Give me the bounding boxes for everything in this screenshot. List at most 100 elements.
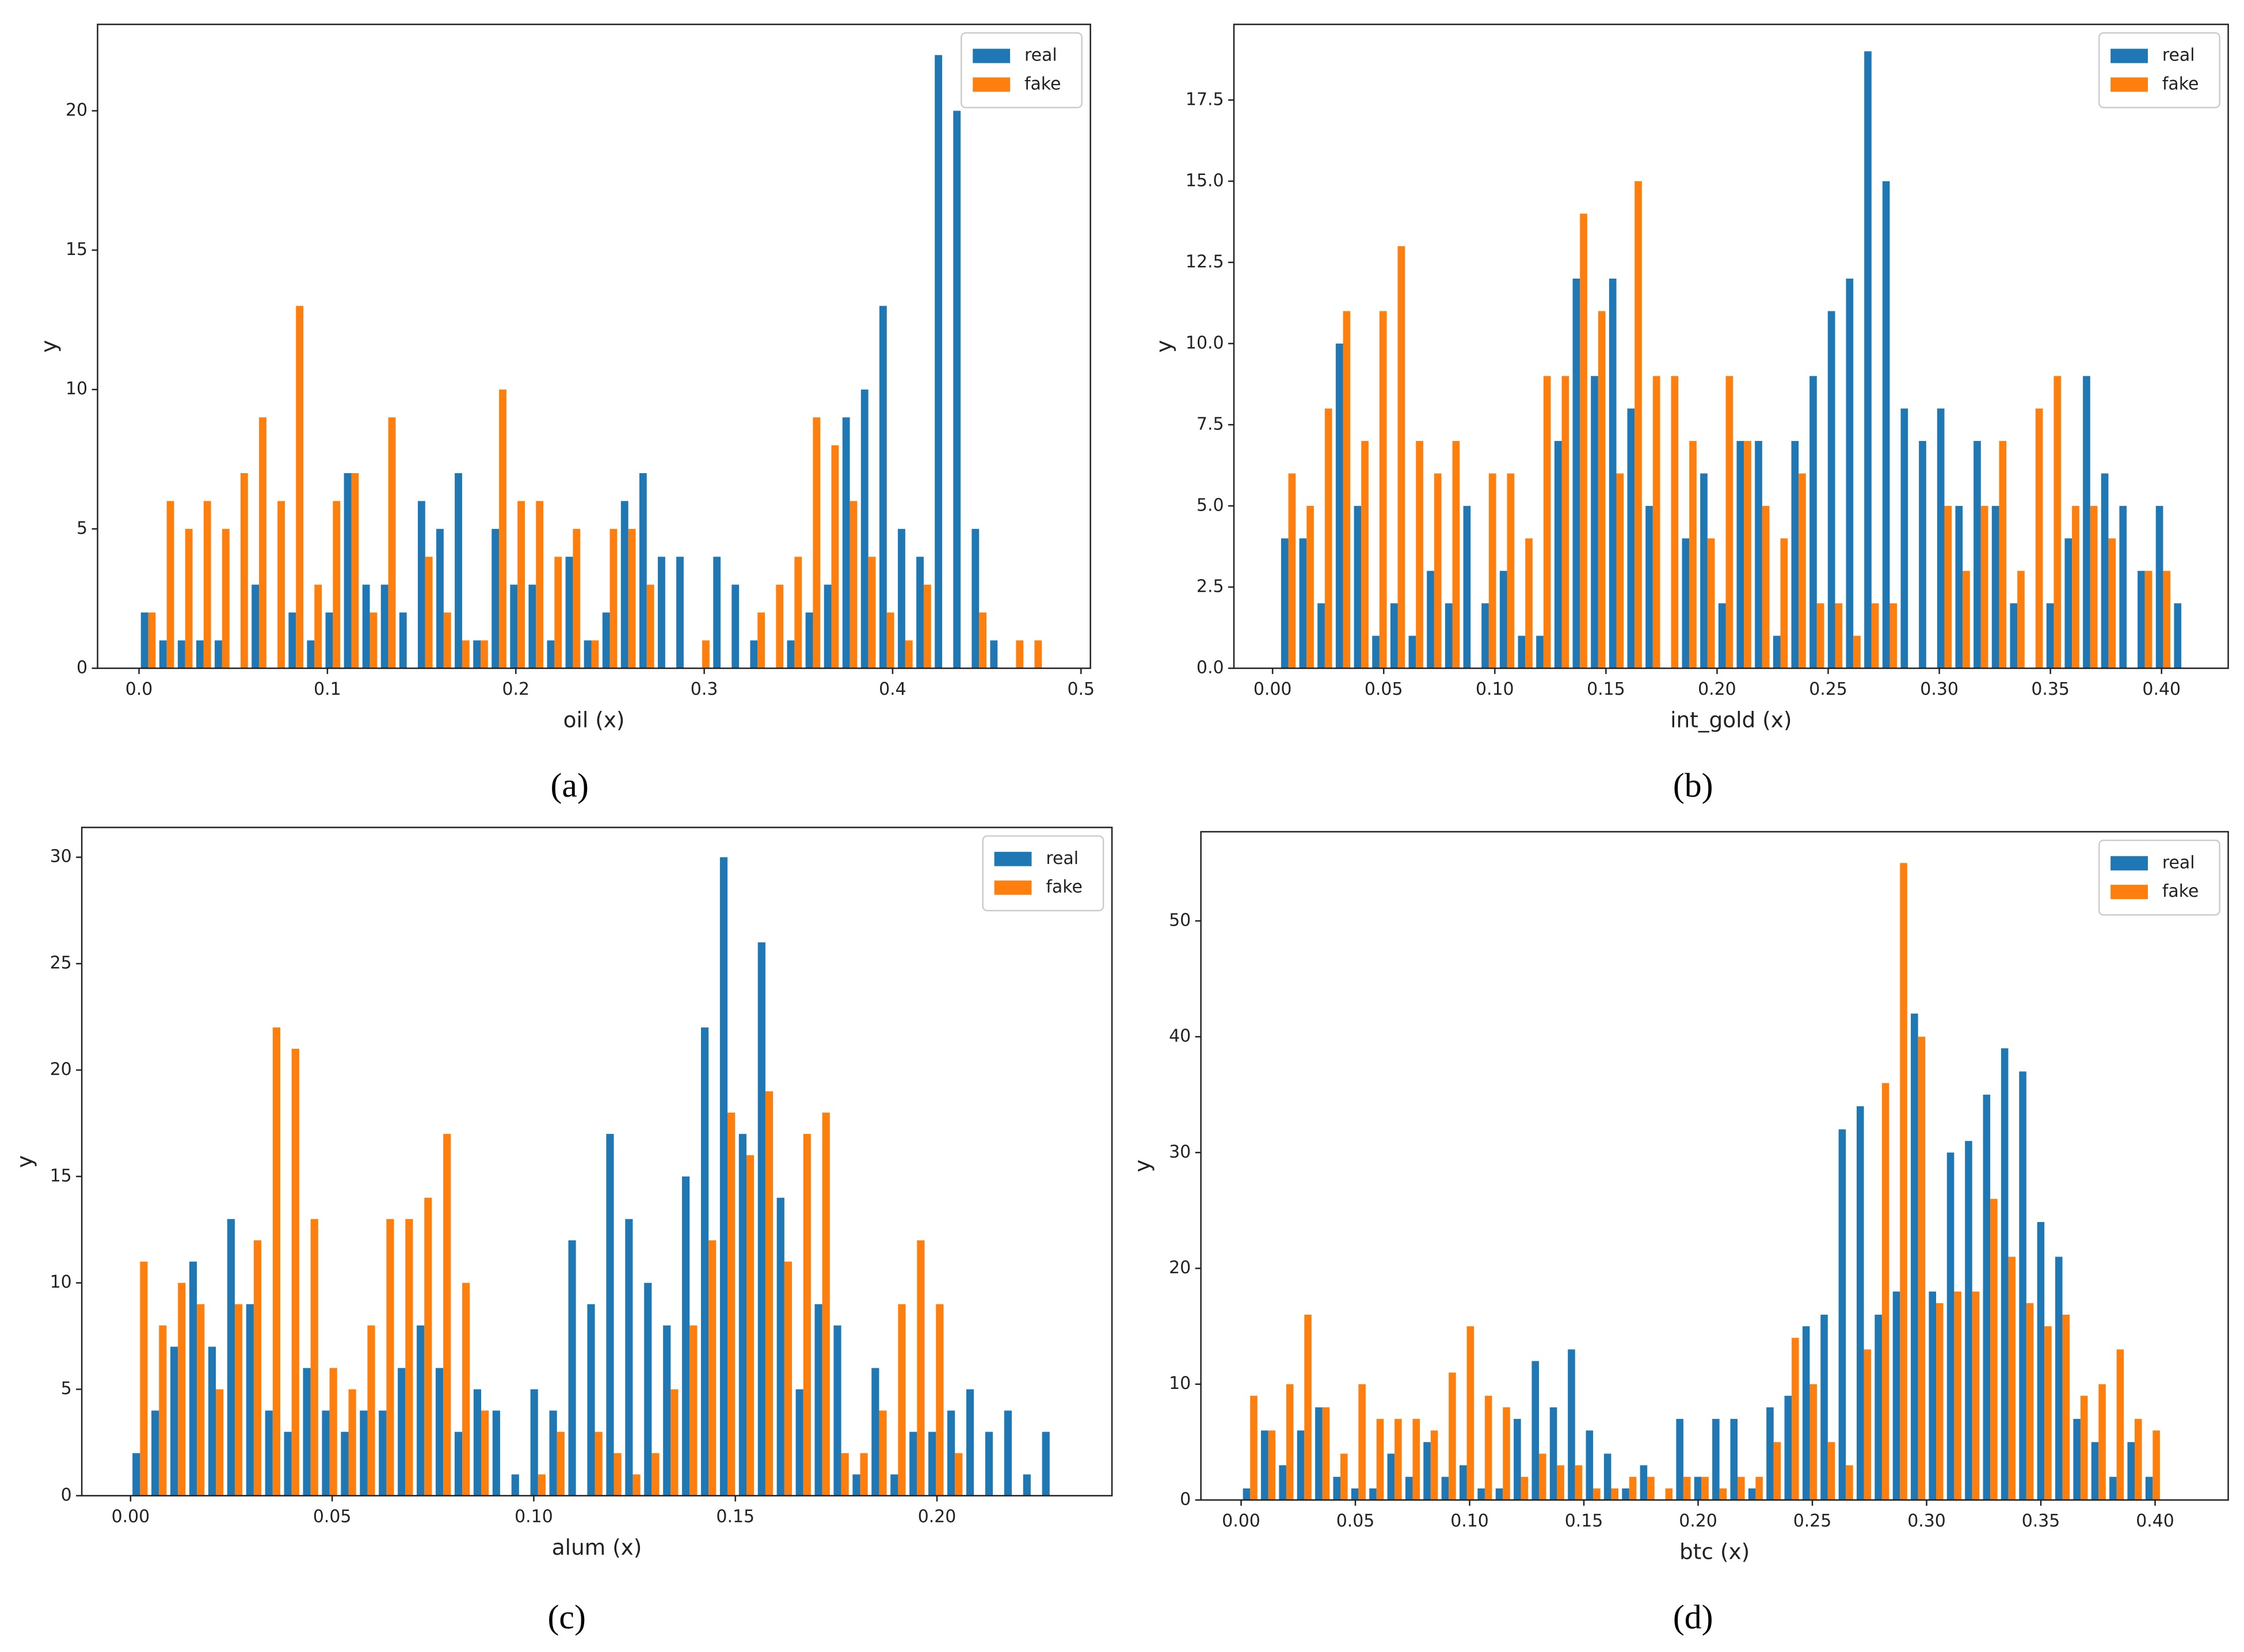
bar — [776, 1197, 784, 1496]
bar — [196, 640, 204, 668]
bar — [2101, 473, 2109, 668]
bar — [852, 1474, 860, 1496]
bar — [1023, 1474, 1031, 1496]
bar — [860, 389, 868, 668]
x-tick-label: 0.3 — [691, 679, 718, 699]
bar — [1980, 505, 1988, 668]
bar — [1507, 473, 1515, 668]
x-tick-label: 0.4 — [879, 679, 906, 699]
y-tick-label: 30 — [1169, 1142, 1191, 1162]
bar — [646, 584, 654, 668]
bar — [633, 1474, 641, 1496]
bar — [868, 557, 876, 668]
bar — [1999, 441, 2007, 668]
bar — [971, 528, 980, 668]
bar — [1762, 505, 1770, 668]
y-tick-label: 0.0 — [1197, 657, 1224, 677]
bar — [1268, 1430, 1276, 1500]
bar — [1853, 635, 1861, 668]
x-tick-label: 0.35 — [2022, 1511, 2060, 1531]
bar — [1973, 441, 1981, 668]
y-tick-label: 20 — [66, 100, 87, 120]
bar — [481, 1410, 489, 1496]
bar — [1965, 1141, 1972, 1500]
bar — [676, 557, 684, 668]
legend-swatch — [2110, 48, 2148, 63]
bar — [1784, 1395, 1792, 1500]
bar — [2098, 1384, 2106, 1500]
bar — [215, 640, 222, 668]
legend-swatch — [973, 77, 1011, 92]
bar — [2083, 376, 2090, 668]
bar — [2072, 505, 2079, 668]
bar — [1525, 538, 1533, 668]
bar — [657, 557, 665, 668]
bar — [1390, 603, 1398, 668]
bar — [1682, 538, 1690, 668]
bar — [985, 1432, 993, 1496]
bar — [454, 1432, 463, 1496]
bar — [1875, 1314, 1882, 1500]
bar — [1427, 570, 1434, 668]
bar — [824, 584, 832, 668]
bar — [860, 1453, 868, 1496]
bar — [2174, 603, 2182, 668]
bar — [1484, 1395, 1492, 1500]
bar — [1441, 1476, 1449, 1500]
bar — [1773, 635, 1781, 668]
bar — [166, 501, 174, 668]
bar — [1343, 311, 1351, 668]
x-tick-label: 0.15 — [1565, 1511, 1603, 1531]
bar — [132, 1453, 140, 1496]
bar — [1871, 603, 1879, 668]
plot-frame — [97, 24, 1091, 669]
bar — [398, 1368, 406, 1496]
y-tick-label: 15 — [66, 239, 87, 260]
bar — [351, 473, 359, 668]
y-axis-label: y — [1151, 340, 1176, 353]
x-tick-label: 0.20 — [1679, 1511, 1717, 1531]
bar — [2091, 1442, 2099, 1500]
bar — [1376, 1419, 1384, 1500]
bar — [344, 473, 352, 668]
y-tick-label: 20 — [50, 1059, 72, 1079]
bar — [1881, 1083, 1889, 1500]
bar — [2053, 376, 2062, 668]
bar — [517, 501, 525, 668]
bar — [1792, 1338, 1799, 1500]
bar — [303, 1368, 311, 1496]
bar — [923, 584, 931, 668]
bar — [886, 612, 894, 668]
bar — [1990, 1198, 1998, 1500]
bar — [1963, 570, 1970, 668]
bar — [966, 1389, 974, 1496]
y-axis-label: y — [1129, 1159, 1155, 1172]
caption: (b) — [1673, 766, 1713, 804]
bar — [822, 1112, 830, 1496]
legend-swatch — [994, 851, 1032, 866]
bar — [492, 528, 500, 668]
bar — [189, 1261, 197, 1496]
bar — [1568, 1349, 1575, 1500]
bar — [360, 1410, 368, 1496]
bar — [1586, 1430, 1594, 1500]
bar — [833, 1325, 841, 1496]
x-tick-label: 0.20 — [918, 1506, 957, 1527]
x-tick-label: 0.30 — [1920, 679, 1959, 699]
bar — [549, 1410, 557, 1496]
bar — [252, 584, 260, 668]
bar — [1946, 1152, 1955, 1500]
legend-label: fake — [1024, 74, 1061, 94]
bar — [1463, 505, 1471, 668]
x-tick-label: 0.00 — [112, 1506, 150, 1527]
x-tick-label: 0.05 — [313, 1506, 352, 1527]
bar — [227, 1219, 235, 1496]
bar — [1838, 1129, 1846, 1500]
bar — [682, 1176, 690, 1496]
bar — [1730, 1419, 1738, 1500]
bar — [1846, 279, 1854, 668]
bar — [1929, 1291, 1936, 1500]
bar — [557, 1432, 565, 1496]
bar — [1835, 603, 1843, 668]
y-tick-label: 15 — [50, 1166, 72, 1186]
